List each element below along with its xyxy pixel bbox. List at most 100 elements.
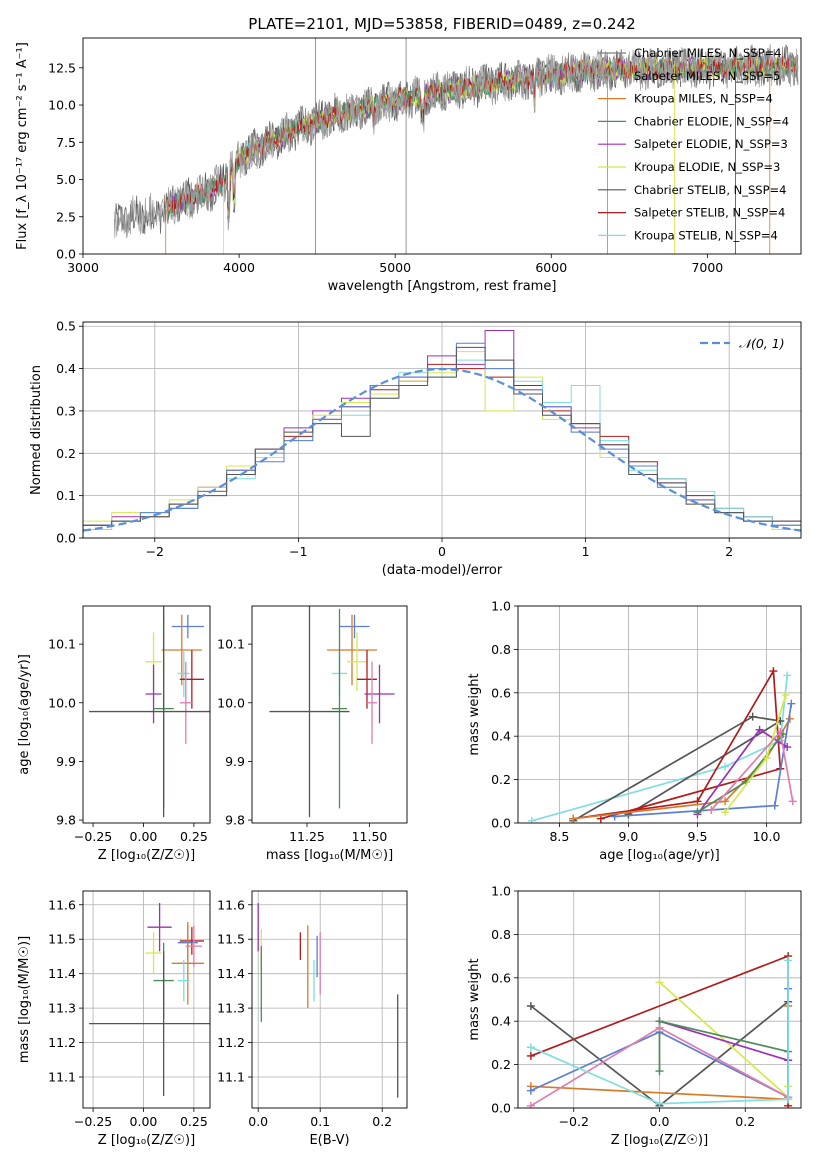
y-axis-label: mass weight [467, 673, 482, 755]
y-tick-label: 1.0 [491, 599, 511, 614]
x-tick-label: 4000 [223, 260, 255, 275]
weight-marker [769, 667, 778, 676]
axes-border [82, 37, 802, 255]
errorbar-point [339, 614, 370, 639]
legend-item: Salpeter MILES, N_SSP=5 [598, 69, 780, 83]
y-tick-label: 10.1 [48, 637, 76, 652]
axes-frame: −0.2 0.0 0.2 0.0 0.2 0.4 0.6 0.8 1.0 Z [log₁₀(Z/Z… [467, 884, 802, 1148]
plot-area [527, 667, 797, 823]
errorbar-point [145, 664, 162, 724]
y-axis-label: mass weight [467, 958, 482, 1040]
x-tick-label: 11.25 [289, 829, 325, 844]
legend-label: Kroupa MILES, N_SSP=4 [634, 92, 773, 106]
y-tick-label: 11.5 [48, 932, 76, 947]
axes-border [82, 321, 802, 539]
weight-marker [783, 743, 792, 752]
y-tick-label: 0.0 [491, 816, 511, 831]
x-tick-label: 8.5 [549, 829, 569, 844]
y-tick-label: 11.6 [217, 897, 245, 912]
y-tick-label: 7.5 [56, 135, 76, 150]
weight-marker [784, 1095, 793, 1104]
y-tick-label: 11.4 [48, 966, 76, 981]
normal-curve [83, 367, 801, 532]
weight-line [572, 715, 783, 822]
weight-marker [655, 978, 664, 987]
weight-marker [762, 753, 771, 762]
y-tick-label: 2.5 [56, 209, 76, 224]
x-axis-label: Z [log₁₀(Z/Z☉)] [611, 1133, 708, 1148]
axes-border [517, 890, 802, 1109]
age-vs-metallicity-panel: −0.25 0.00 0.25 9.8 9.9 10.0 10.1 Z [log₁₀(Z/Z☉… [17, 605, 211, 863]
legend-item: Kroupa ELODIE, N_SSP=3 [598, 160, 780, 174]
weight-marker [748, 712, 757, 721]
x-axis-label: (data-model)/error [382, 563, 503, 578]
errorbar-point [177, 649, 190, 697]
errorbar-point [179, 649, 204, 709]
errorbar-point [179, 661, 192, 744]
errorbar-point [357, 649, 377, 709]
y-tick-label: 11.3 [48, 1001, 76, 1016]
errorbar-point [185, 925, 202, 967]
y-tick-label: 5.0 [56, 172, 76, 187]
grid-lines [518, 605, 801, 824]
x-axis-label: E(B-V) [309, 1133, 349, 1148]
weight-marker [526, 1086, 535, 1095]
x-tick-label: 0.25 [180, 829, 208, 844]
legend-label: Kroupa ELODIE, N_SSP=3 [634, 160, 780, 174]
x-axis-label: wavelength [Angstrom, rest frame] [328, 279, 557, 294]
weight-marker [755, 725, 764, 734]
x-tick-label: −0.25 [74, 1114, 112, 1129]
x-tick-label: 7000 [691, 260, 723, 275]
histogram-step [83, 346, 801, 538]
grid-lines [518, 890, 801, 1109]
errorbar-point [269, 606, 350, 818]
x-tick-label: −0.2 [559, 1114, 589, 1129]
axes-border [251, 605, 408, 824]
x-tick-label: 0.0 [248, 1114, 268, 1129]
legend-item: Chabrier STELIB, N_SSP=4 [598, 183, 786, 197]
x-tick-label: 0.00 [130, 1114, 158, 1129]
legend-item: Kroupa MILES, N_SSP=4 [598, 92, 773, 106]
legend-item: Salpeter STELIB, N_SSP=4 [598, 206, 785, 220]
legend: Chabrier MILES, N_SSP=4 Salpeter MILES, N… [598, 46, 789, 242]
y-tick-label: 0.2 [56, 446, 76, 461]
axes-border [251, 890, 408, 1109]
axes-frame: −0.25 0.00 0.25 9.8 9.9 10.0 10.1 Z [log₁₀(Z/Z☉… [17, 605, 211, 863]
legend-label: Salpeter STELIB, N_SSP=4 [634, 206, 785, 220]
y-tick-label: 0.2 [491, 1057, 511, 1072]
legend-label: Chabrier MILES, N_SSP=4 [634, 46, 781, 60]
y-tick-label: 11.2 [48, 1035, 76, 1050]
weight-marker [655, 1099, 664, 1108]
legend-item: Chabrier MILES, N_SSP=4 [598, 46, 781, 60]
x-tick-label: 5000 [379, 260, 411, 275]
axes-border [82, 890, 211, 1109]
grid-lines [252, 891, 407, 1108]
x-tick-label: 3000 [67, 260, 99, 275]
y-tick-label: 1.0 [491, 884, 511, 899]
weight-marker [655, 1067, 664, 1076]
x-tick-label: −1 [289, 544, 307, 559]
x-tick-label: −2 [146, 544, 164, 559]
plot-area [257, 903, 399, 1098]
y-tick-label: 12.5 [48, 60, 76, 75]
errorbar-point [147, 903, 172, 952]
errorbar-point [161, 614, 202, 686]
y-tick-label: 0.1 [56, 488, 76, 503]
figure-title: PLATE=2101, MJD=53858, FIBERID=0489, z=0… [248, 15, 635, 33]
y-tick-label: 0.5 [56, 319, 76, 334]
y-axis-label: Flux [f_λ 10⁻¹⁷ erg cm⁻² s⁻¹ A⁻¹] [15, 42, 30, 250]
x-axis-label: mass [log₁₀(M/M☉)] [266, 848, 393, 863]
age-vs-mass-panel: 11.25 11.50 9.8 9.9 10.0 10.1 mass [log₁₀(M/M☉… [217, 605, 408, 863]
errorbar-point [327, 614, 377, 686]
errorbar-point [89, 606, 210, 818]
x-tick-label: 0.25 [180, 1114, 208, 1129]
y-axis-label: mass [log₁₀(M/M☉)] [17, 936, 32, 1063]
y-tick-label: 10.0 [48, 695, 76, 710]
legend: 𝒩(0, 1) [700, 336, 785, 351]
legend-label: Chabrier STELIB, N_SSP=4 [634, 183, 786, 197]
y-tick-label: 9.8 [225, 813, 245, 828]
legend-label: Salpeter MILES, N_SSP=5 [634, 69, 780, 83]
y-tick-label: 11.2 [217, 1035, 245, 1050]
plot-area [89, 606, 210, 818]
